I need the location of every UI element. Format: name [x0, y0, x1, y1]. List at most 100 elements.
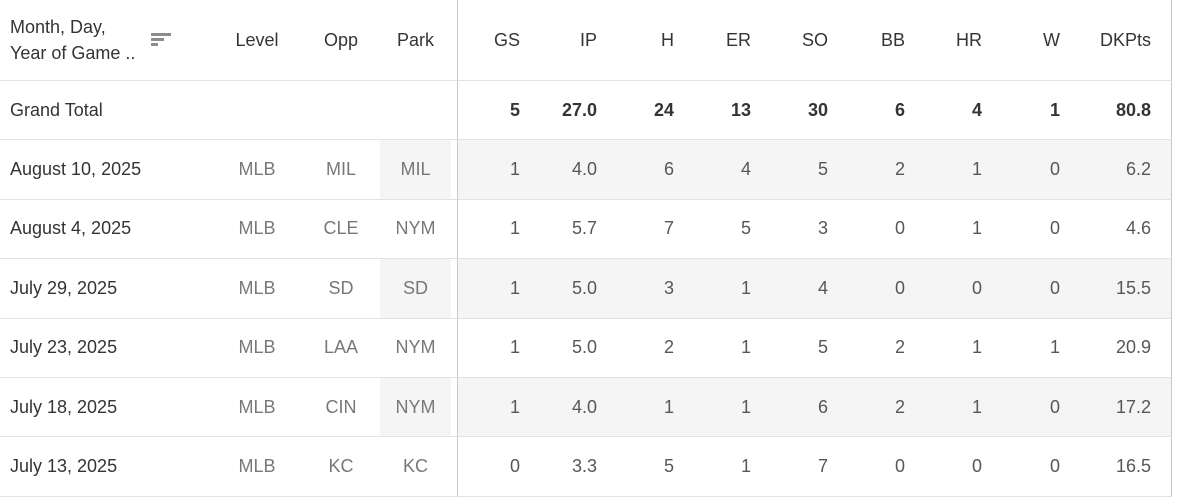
- cell-opp: MIL: [302, 140, 380, 200]
- cell-h: 6: [612, 140, 689, 200]
- cell-gs: 1: [457, 140, 535, 200]
- cell-hr: 0: [920, 437, 997, 497]
- cell-bb: 6: [843, 81, 920, 141]
- cell-ip: 5.7: [535, 199, 612, 260]
- cell-h: 1: [612, 377, 689, 438]
- cell-date: July 13, 2025: [0, 437, 212, 497]
- cell-bb: 0: [843, 437, 920, 497]
- cell-w: 1: [997, 81, 1075, 141]
- cell-dkpts: 4.6: [1075, 199, 1172, 260]
- cell-dkpts: 80.8: [1075, 81, 1172, 141]
- column-header-w[interactable]: W: [997, 0, 1075, 81]
- column-header-er[interactable]: ER: [689, 0, 766, 81]
- cell-gs: 1: [457, 377, 535, 438]
- cell-hr: 1: [920, 318, 997, 378]
- cell-level: MLB: [212, 259, 302, 319]
- column-header-date[interactable]: Month, Day, Year of Game ..: [0, 0, 212, 81]
- cell-level: MLB: [212, 140, 302, 200]
- cell-dkpts: 6.2: [1075, 140, 1172, 200]
- sort-descending-icon[interactable]: [151, 33, 173, 47]
- cell-hr: 1: [920, 199, 997, 260]
- cell-so: 6: [766, 377, 843, 438]
- cell-w: 0: [997, 437, 1075, 497]
- cell-h: 2: [612, 318, 689, 378]
- cell-so: 3: [766, 199, 843, 260]
- cell-gs: 1: [457, 199, 535, 260]
- cell-hr: 0: [920, 259, 997, 319]
- column-header-bb[interactable]: BB: [843, 0, 920, 81]
- cell-ip: 27.0: [535, 81, 612, 141]
- cell-bb: 2: [843, 377, 920, 438]
- column-header-level[interactable]: Level: [212, 0, 302, 81]
- cell-so: 7: [766, 437, 843, 497]
- cell-er: 1: [689, 437, 766, 497]
- cell-park: NYM: [380, 199, 457, 260]
- cell-so: 30: [766, 81, 843, 141]
- cell-er: 1: [689, 318, 766, 378]
- column-header-so[interactable]: SO: [766, 0, 843, 81]
- cell-level: MLB: [212, 199, 302, 260]
- cell-bb: 0: [843, 199, 920, 260]
- cell-gs: 0: [457, 437, 535, 497]
- cell-hr: 1: [920, 377, 997, 438]
- cell-opp: LAA: [302, 318, 380, 378]
- cell-er: 5: [689, 199, 766, 260]
- column-header-h[interactable]: H: [612, 0, 689, 81]
- cell-date: July 29, 2025: [0, 259, 212, 319]
- cell-level: MLB: [212, 318, 302, 378]
- column-header-gs[interactable]: GS: [457, 0, 535, 81]
- cell-bb: 2: [843, 318, 920, 378]
- cell-hr: 4: [920, 81, 997, 141]
- cell-date: July 23, 2025: [0, 318, 212, 378]
- cell-opp: KC: [302, 437, 380, 497]
- column-header-ip[interactable]: IP: [535, 0, 612, 81]
- cell-opp: CLE: [302, 199, 380, 260]
- cell-hr: 1: [920, 140, 997, 200]
- cell-ip: 3.3: [535, 437, 612, 497]
- cell-park: NYM: [380, 318, 457, 378]
- cell-date: August 4, 2025: [0, 199, 212, 260]
- column-header-hr[interactable]: HR: [920, 0, 997, 81]
- date-header-label: Month, Day, Year of Game ..: [10, 17, 136, 63]
- cell-dkpts: 16.5: [1075, 437, 1172, 497]
- cell-bb: 0: [843, 259, 920, 319]
- column-header-park[interactable]: Park: [380, 0, 457, 81]
- cell-date: July 18, 2025: [0, 377, 212, 438]
- cell-w: 0: [997, 140, 1075, 200]
- column-header-opp[interactable]: Opp: [302, 0, 380, 81]
- cell-dkpts: 20.9: [1075, 318, 1172, 378]
- cell-er: 1: [689, 259, 766, 319]
- cell-opp: CIN: [302, 377, 380, 438]
- cell-er: 4: [689, 140, 766, 200]
- grand-total-label: Grand Total: [0, 81, 457, 141]
- cell-park: MIL: [380, 140, 457, 200]
- cell-gs: 5: [457, 81, 535, 141]
- cell-h: 24: [612, 81, 689, 141]
- cell-so: 5: [766, 318, 843, 378]
- cell-dkpts: 17.2: [1075, 377, 1172, 438]
- cell-ip: 5.0: [535, 259, 612, 319]
- cell-gs: 1: [457, 318, 535, 378]
- cell-w: 0: [997, 259, 1075, 319]
- cell-park: NYM: [380, 377, 457, 438]
- cell-ip: 5.0: [535, 318, 612, 378]
- cell-w: 0: [997, 199, 1075, 260]
- cell-opp: SD: [302, 259, 380, 319]
- cell-er: 1: [689, 377, 766, 438]
- cell-so: 5: [766, 140, 843, 200]
- cell-park: KC: [380, 437, 457, 497]
- cell-ip: 4.0: [535, 140, 612, 200]
- cell-h: 3: [612, 259, 689, 319]
- cell-gs: 1: [457, 259, 535, 319]
- column-header-dkpts[interactable]: DKPts: [1075, 0, 1172, 81]
- cell-w: 1: [997, 318, 1075, 378]
- cell-date: August 10, 2025: [0, 140, 212, 200]
- cell-w: 0: [997, 377, 1075, 438]
- cell-er: 13: [689, 81, 766, 141]
- cell-level: MLB: [212, 437, 302, 497]
- cell-h: 5: [612, 437, 689, 497]
- cell-so: 4: [766, 259, 843, 319]
- cell-ip: 4.0: [535, 377, 612, 438]
- cell-dkpts: 15.5: [1075, 259, 1172, 319]
